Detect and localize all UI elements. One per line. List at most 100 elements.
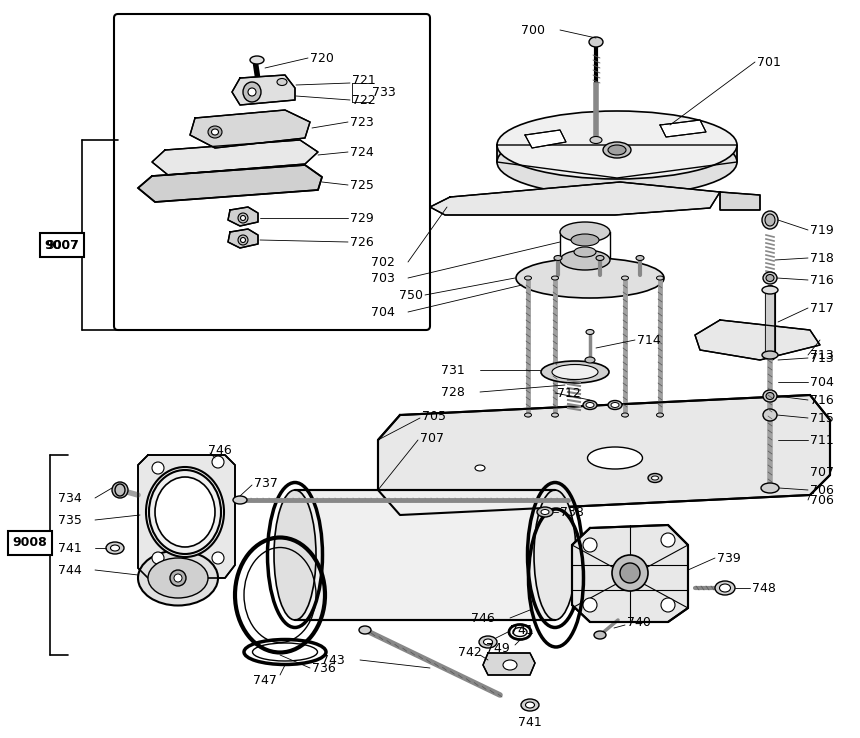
Polygon shape — [378, 395, 830, 515]
Ellipse shape — [596, 255, 604, 261]
Ellipse shape — [652, 476, 659, 480]
Ellipse shape — [537, 507, 553, 517]
Ellipse shape — [359, 626, 371, 634]
Ellipse shape — [583, 401, 597, 410]
Ellipse shape — [475, 465, 485, 471]
Ellipse shape — [138, 551, 218, 605]
Text: 726: 726 — [350, 235, 374, 249]
Text: 712: 712 — [557, 387, 580, 399]
Ellipse shape — [589, 37, 603, 47]
Ellipse shape — [277, 78, 287, 86]
Polygon shape — [228, 229, 258, 248]
Text: 741: 741 — [58, 542, 82, 554]
Text: 740: 740 — [627, 616, 651, 630]
Ellipse shape — [521, 699, 539, 711]
Polygon shape — [138, 165, 322, 202]
Ellipse shape — [208, 126, 222, 138]
Ellipse shape — [115, 484, 125, 496]
Circle shape — [170, 570, 186, 586]
Ellipse shape — [110, 545, 120, 551]
Ellipse shape — [586, 329, 594, 334]
Text: 707: 707 — [420, 432, 444, 444]
Text: 718: 718 — [810, 252, 834, 264]
Text: 701: 701 — [757, 55, 781, 69]
Ellipse shape — [516, 258, 664, 298]
Ellipse shape — [248, 88, 256, 96]
Ellipse shape — [715, 581, 735, 595]
Text: 725: 725 — [350, 179, 374, 191]
Text: 737: 737 — [254, 477, 278, 489]
Text: 713: 713 — [810, 351, 833, 365]
Ellipse shape — [586, 402, 594, 407]
Text: 734: 734 — [58, 492, 82, 505]
Circle shape — [212, 456, 224, 468]
Circle shape — [612, 555, 648, 591]
FancyBboxPatch shape — [8, 531, 52, 555]
Ellipse shape — [622, 413, 629, 417]
Text: 717: 717 — [810, 302, 834, 314]
Text: 719: 719 — [810, 224, 833, 236]
Polygon shape — [572, 525, 688, 622]
Ellipse shape — [155, 477, 215, 547]
Ellipse shape — [611, 402, 619, 407]
Circle shape — [152, 462, 164, 474]
Polygon shape — [190, 110, 310, 148]
Text: 711: 711 — [810, 433, 833, 446]
Ellipse shape — [762, 286, 778, 294]
Ellipse shape — [148, 558, 208, 598]
Ellipse shape — [560, 222, 610, 242]
Circle shape — [620, 563, 640, 583]
Ellipse shape — [762, 351, 778, 359]
Polygon shape — [720, 192, 760, 210]
Circle shape — [661, 598, 675, 612]
Ellipse shape — [766, 275, 774, 281]
Ellipse shape — [594, 631, 606, 639]
Ellipse shape — [238, 235, 248, 245]
Ellipse shape — [765, 214, 775, 226]
Circle shape — [661, 533, 675, 547]
Text: 714: 714 — [637, 334, 660, 347]
Text: 9007: 9007 — [45, 238, 79, 252]
FancyBboxPatch shape — [114, 14, 430, 330]
Ellipse shape — [250, 56, 264, 64]
Text: 733: 733 — [372, 86, 396, 98]
Ellipse shape — [541, 509, 549, 514]
Ellipse shape — [534, 490, 576, 620]
Ellipse shape — [763, 409, 777, 421]
Text: 702: 702 — [372, 255, 395, 269]
Ellipse shape — [603, 142, 631, 158]
Ellipse shape — [551, 276, 558, 280]
Text: 738: 738 — [560, 506, 584, 519]
Text: 703: 703 — [372, 272, 395, 285]
Ellipse shape — [525, 702, 535, 708]
Ellipse shape — [608, 401, 622, 410]
Text: 742: 742 — [458, 646, 482, 660]
Text: 705: 705 — [422, 410, 446, 422]
Ellipse shape — [763, 390, 777, 402]
Text: 721: 721 — [352, 74, 376, 86]
Ellipse shape — [241, 215, 245, 221]
Polygon shape — [430, 182, 720, 215]
Ellipse shape — [483, 639, 493, 645]
Text: 715: 715 — [810, 412, 834, 424]
Ellipse shape — [525, 413, 531, 417]
Text: 706: 706 — [810, 494, 834, 506]
Ellipse shape — [503, 660, 517, 670]
Text: 716: 716 — [810, 274, 833, 286]
Ellipse shape — [585, 357, 595, 363]
Circle shape — [112, 482, 128, 498]
Ellipse shape — [541, 361, 609, 383]
Ellipse shape — [497, 128, 737, 196]
Ellipse shape — [238, 213, 248, 223]
Text: 744: 744 — [58, 564, 82, 576]
Text: 716: 716 — [810, 393, 833, 407]
Polygon shape — [695, 320, 820, 360]
Ellipse shape — [622, 276, 629, 280]
Ellipse shape — [648, 474, 662, 483]
Polygon shape — [138, 455, 235, 578]
Text: 724: 724 — [350, 145, 374, 159]
Polygon shape — [152, 140, 318, 175]
Text: 748: 748 — [752, 582, 776, 595]
Text: 9008: 9008 — [13, 537, 47, 550]
Text: 736: 736 — [312, 661, 335, 675]
